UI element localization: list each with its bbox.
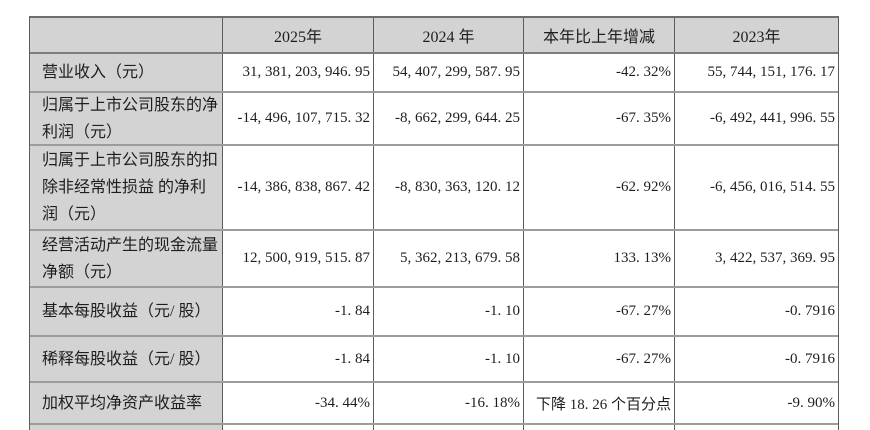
value-cell-change: -42. 32% [523,54,674,91]
header-cell-2024: 2024 年 [373,18,523,52]
value-cell-change: -62. 92% [523,146,674,229]
row-label-net-profit-excl-nonrecurring: 归属于上市公司股东的扣除非经常性损益 的净利润（元） [30,146,222,229]
value-cell-2025: 12, 500, 919, 515. 87 [222,231,373,286]
table-row-revenue: 营业收入（元） 31, 381, 203, 946. 95 54, 407, 2… [30,52,838,91]
table-row-diluted-eps: 稀释每股收益（元/ 股） -1. 84 -1. 10 -67. 27% -0. … [30,335,838,381]
table-row-operating-cash-flow: 经营活动产生的现金流量净额（元） 12, 500, 919, 515. 87 5… [30,229,838,286]
financial-summary-table: 2025年 2024 年 本年比上年增减 2023年 营业收入（元） 31, 3… [29,16,839,430]
header-cell-2025: 2025年 [222,18,373,52]
row-label-revenue: 营业收入（元） [30,54,222,91]
value-cell-2023: -0. 7916 [674,288,838,335]
table-row-net-profit-excl-nonrecurring: 归属于上市公司股东的扣除非经常性损益 的净利润（元） -14, 386, 838… [30,144,838,229]
value-cell-change: -67. 27% [523,337,674,381]
value-cell-2024: 54, 407, 299, 587. 95 [373,54,523,91]
value-cell-2025: -1. 84 [222,288,373,335]
table-row-weighted-avg-roe: 加权平均净资产收益率 -34. 44% -16. 18% 下降 18. 26 个… [30,381,838,423]
value-cell-2023: -9. 90% [674,383,838,423]
table-row-basic-eps: 基本每股收益（元/ 股） -1. 84 -1. 10 -67. 27% -0. … [30,286,838,335]
header-cell-empty [30,18,222,52]
value-cell-2023: -0. 7916 [674,337,838,381]
value-cell-2024 [373,425,523,430]
value-cell-2023: -6, 492, 441, 996. 55 [674,93,838,144]
row-label-net-profit: 归属于上市公司股东的净利润（元） [30,93,222,144]
value-cell-2025: 31, 381, 203, 946. 95 [222,54,373,91]
value-cell-change [523,425,674,430]
row-label-operating-cash-flow: 经营活动产生的现金流量净额（元） [30,231,222,286]
value-cell-2023: 55, 744, 151, 176. 17 [674,54,838,91]
row-label-diluted-eps: 稀释每股收益（元/ 股） [30,337,222,381]
value-cell-2025: -34. 44% [222,383,373,423]
value-cell-change: 下降 18. 26 个百分点 [523,383,674,423]
value-cell-2023: 3, 422, 537, 369. 95 [674,231,838,286]
value-cell-2024: -16. 18% [373,383,523,423]
table-row-partial-clipped [30,423,838,430]
value-cell-2025: -14, 386, 838, 867. 42 [222,146,373,229]
table-row-net-profit: 归属于上市公司股东的净利润（元） -14, 496, 107, 715. 32 … [30,91,838,144]
value-cell-change: -67. 35% [523,93,674,144]
value-cell-2024: -8, 662, 299, 644. 25 [373,93,523,144]
row-label-basic-eps: 基本每股收益（元/ 股） [30,288,222,335]
header-cell-2023: 2023年 [674,18,838,52]
row-label-weighted-avg-roe: 加权平均净资产收益率 [30,383,222,423]
value-cell-change: 133. 13% [523,231,674,286]
value-cell-2024: 5, 362, 213, 679. 58 [373,231,523,286]
value-cell-2024: -8, 830, 363, 120. 12 [373,146,523,229]
value-cell-change: -67. 27% [523,288,674,335]
value-cell-2025 [222,425,373,430]
header-row: 2025年 2024 年 本年比上年增减 2023年 [30,18,838,52]
value-cell-2023 [674,425,838,430]
header-cell-yoy-change: 本年比上年增减 [523,18,674,52]
value-cell-2025: -1. 84 [222,337,373,381]
value-cell-2023: -6, 456, 016, 514. 55 [674,146,838,229]
value-cell-2025: -14, 496, 107, 715. 32 [222,93,373,144]
value-cell-2024: -1. 10 [373,337,523,381]
row-label-partial [30,425,222,430]
value-cell-2024: -1. 10 [373,288,523,335]
